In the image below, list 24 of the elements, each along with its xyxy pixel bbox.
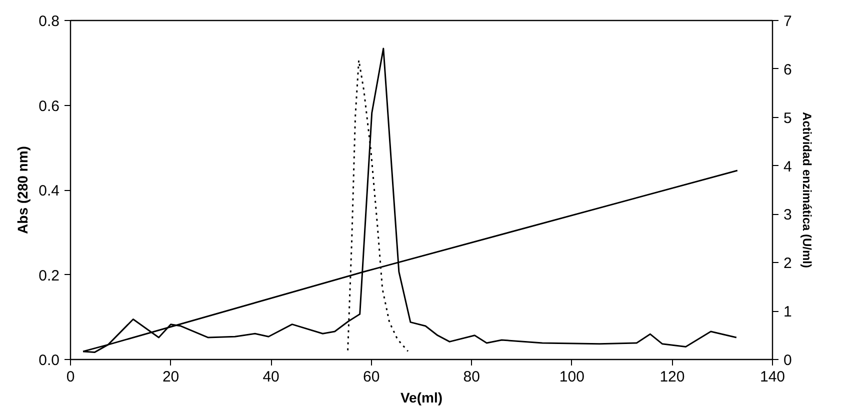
y-tick-label: 0.6 <box>38 98 60 115</box>
x-tick-label: 100 <box>559 368 584 386</box>
y2-tick-label: 1 <box>784 304 792 321</box>
x-tick-label: 40 <box>262 368 280 386</box>
y2-tick-label: 6 <box>784 61 792 78</box>
y-axis-title: Abs (280 nm) <box>14 146 31 234</box>
y-tick-label: 0.0 <box>38 352 60 369</box>
y2-tick-label: 0 <box>784 352 792 369</box>
y-tick-label: 0.2 <box>38 267 60 284</box>
y2-axis-title: Actividad enzimática (U/ml) <box>800 112 814 268</box>
x-tick-label: 0 <box>66 368 75 386</box>
y2-tick-label: 4 <box>784 158 792 176</box>
y2-tick-label: 2 <box>784 255 792 272</box>
x-tick-label: 60 <box>363 368 380 386</box>
x-tick-label: 20 <box>162 368 180 386</box>
y2-tick-label: 7 <box>784 13 792 30</box>
x-axis-title: Ve(ml) <box>400 390 443 406</box>
x-tick-label: 80 <box>463 368 480 386</box>
x-tick-label: 140 <box>760 368 786 386</box>
y-tick-label: 0.4 <box>38 182 60 200</box>
y-tick-label: 0.8 <box>38 13 60 30</box>
x-tick-label: 120 <box>660 368 685 386</box>
y2-tick-label: 3 <box>784 206 792 224</box>
y2-tick-label: 5 <box>784 110 792 127</box>
